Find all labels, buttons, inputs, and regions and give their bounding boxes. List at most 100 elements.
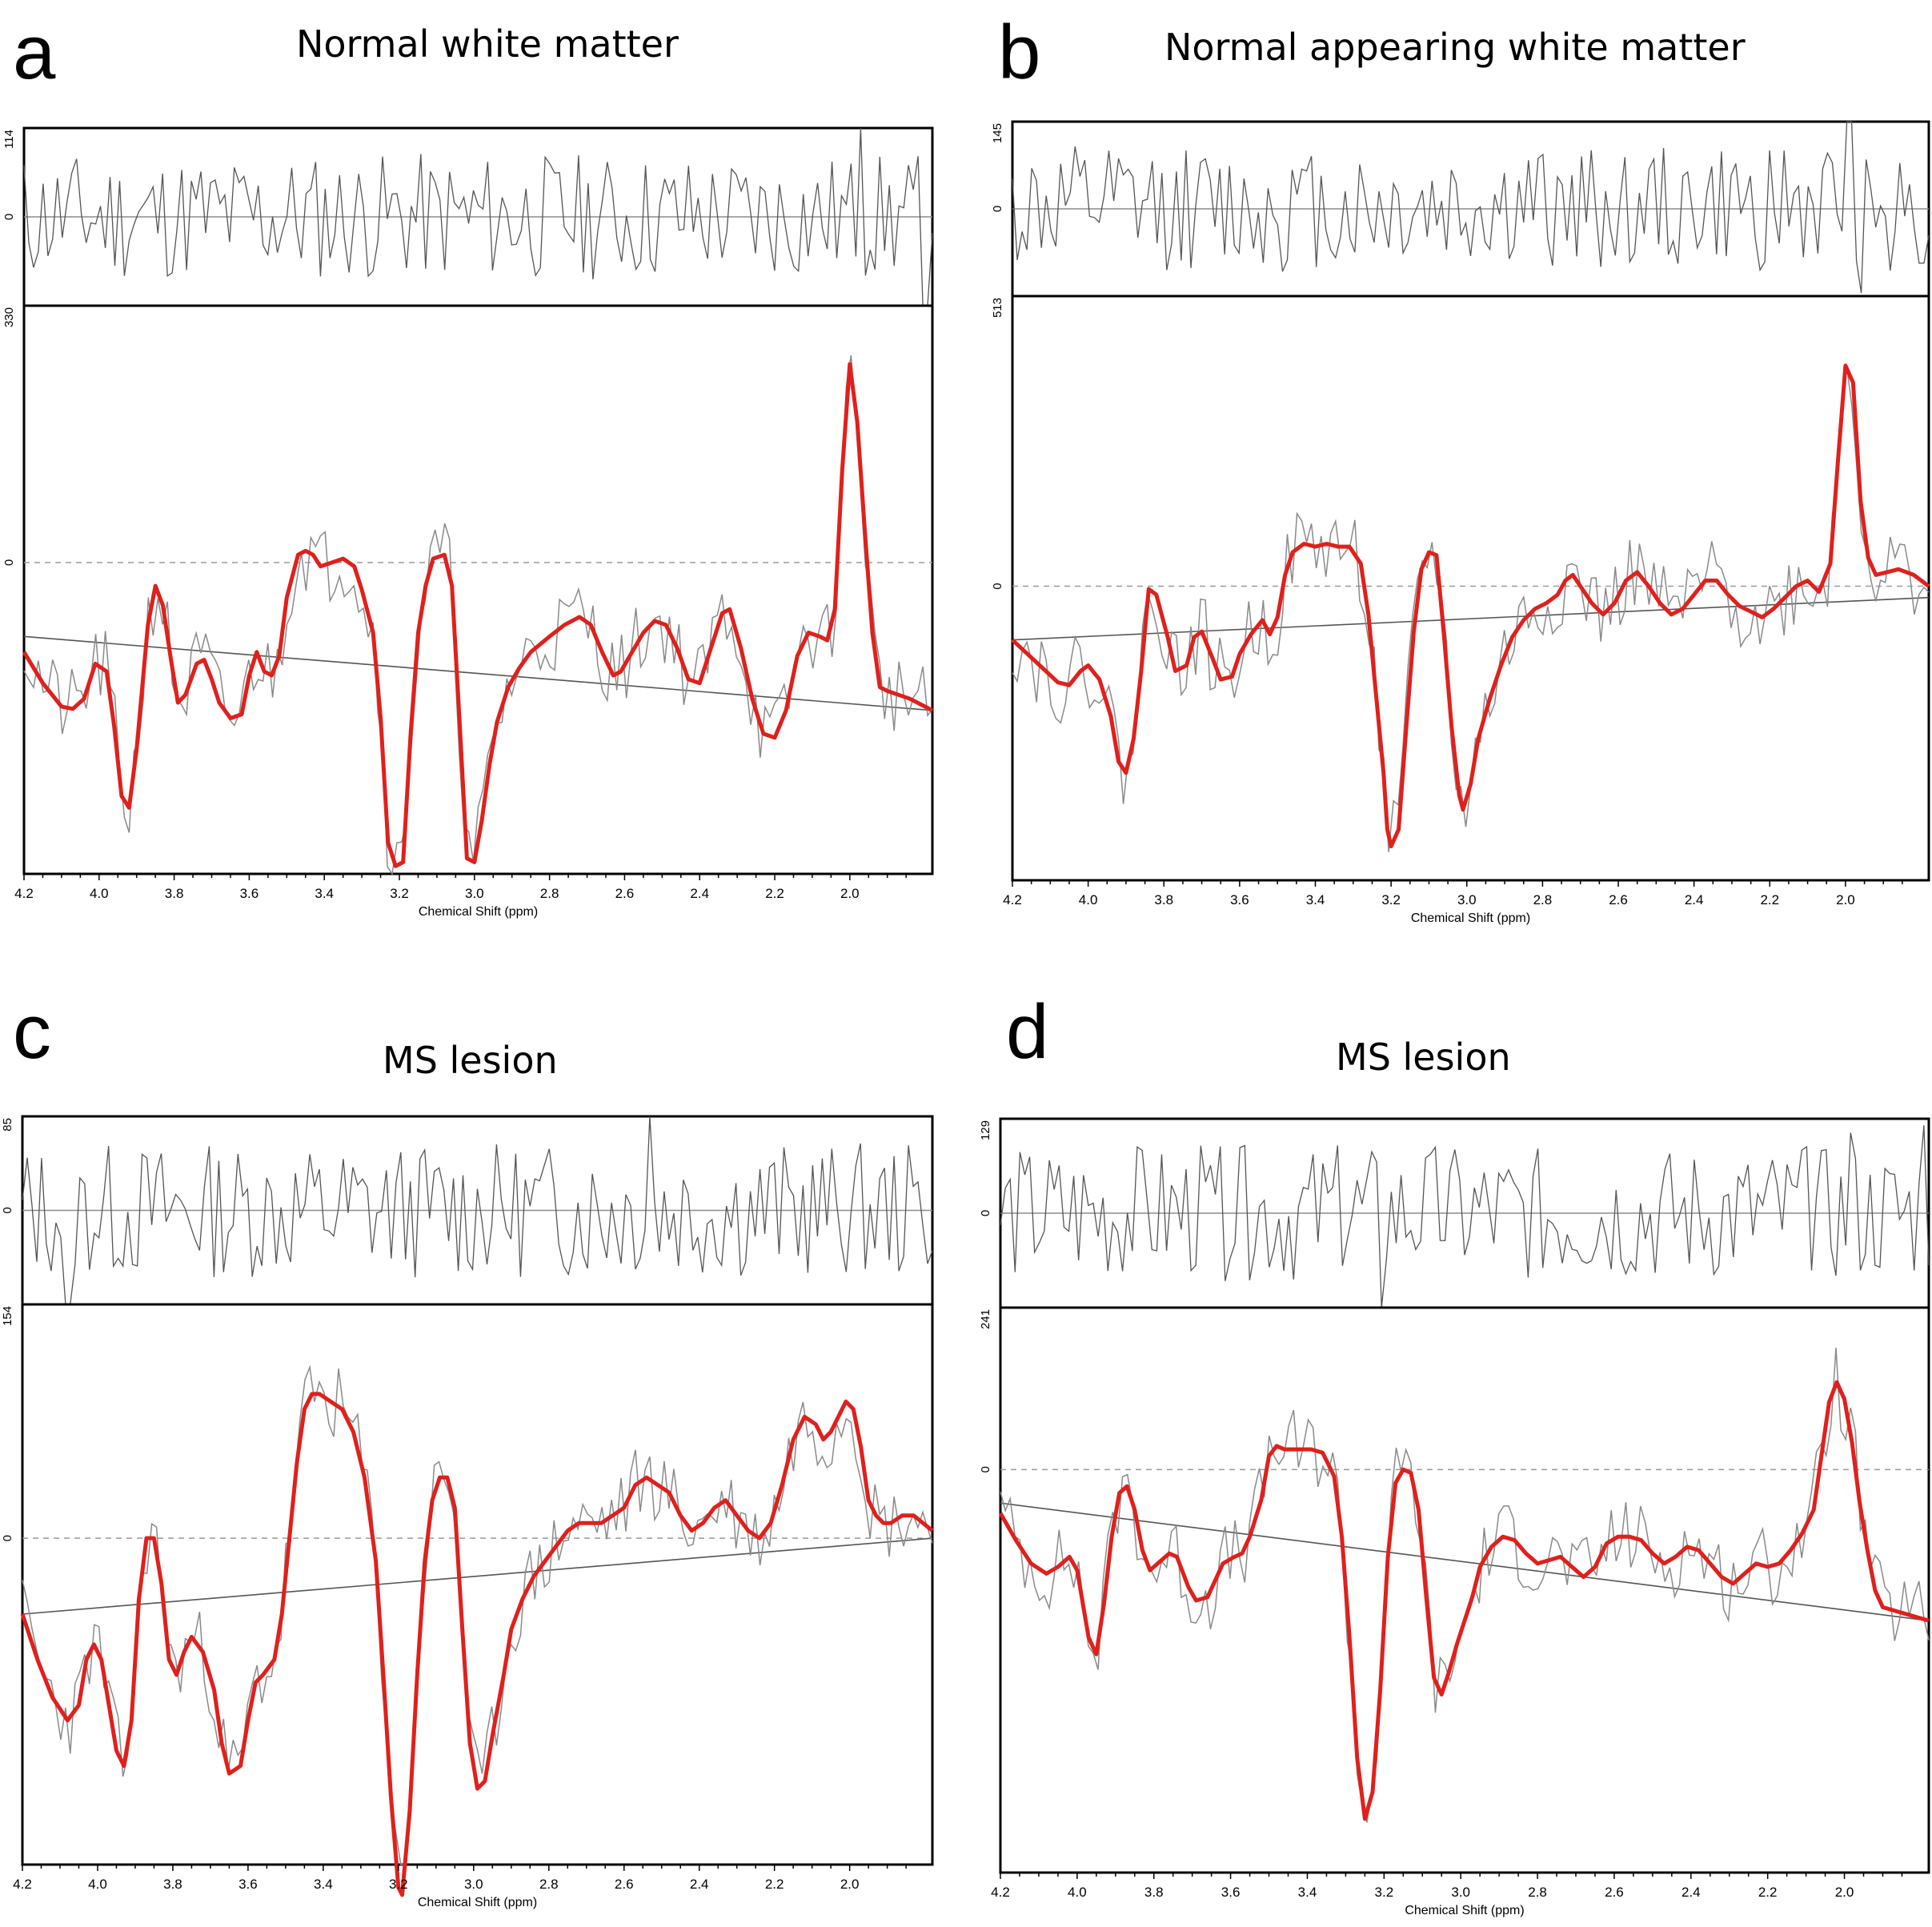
residual-zero-label: 0 xyxy=(2,214,16,220)
x-tick-label: 4.0 xyxy=(90,886,109,901)
spectrum-zero-label: 0 xyxy=(1,1535,14,1541)
fit-curve xyxy=(1011,363,1930,849)
baseline-line xyxy=(23,635,933,711)
baseline-line xyxy=(1000,1502,1930,1621)
fit-curve xyxy=(22,362,934,868)
spectrum-zero-label: 0 xyxy=(991,583,1004,589)
x-tick-label: 4.0 xyxy=(1079,892,1098,907)
x-tick-label: 2.6 xyxy=(1609,892,1628,907)
x-tick-label: 3.8 xyxy=(163,1877,182,1892)
x-tick-label: 3.8 xyxy=(1144,1885,1164,1900)
fit-curve xyxy=(998,1380,1930,1821)
residual-trace xyxy=(1012,121,1930,294)
panel-a: a Normal white matter xyxy=(0,0,966,964)
spectrum-zero-label: 0 xyxy=(979,1466,992,1472)
x-tick-label: 3.0 xyxy=(1451,1885,1470,1900)
panel-title: Normal white matter xyxy=(296,22,679,66)
x-tick-label: 2.2 xyxy=(1758,1885,1778,1900)
x-tick-label: 2.8 xyxy=(539,1877,559,1892)
x-tick-label: 3.6 xyxy=(238,1877,258,1892)
x-tick-label: 4.0 xyxy=(88,1877,107,1892)
panel-letter: c xyxy=(13,989,51,1075)
residual-ymax-label: 129 xyxy=(979,1120,992,1140)
spectrum-ymax-label: 330 xyxy=(2,307,16,327)
x-axis-label: Chemical Shift (ppm) xyxy=(1405,1904,1524,1917)
residual-trace xyxy=(22,1116,933,1305)
spectrum-frame xyxy=(21,1303,934,1866)
x-tick-label: 2.4 xyxy=(690,886,709,901)
x-tick-label: 4.2 xyxy=(14,886,34,901)
panel-b: b Normal appearing white matter xyxy=(966,0,1932,964)
panel-d: d MS lesion xyxy=(966,964,1932,1927)
panel-title: MS lesion xyxy=(1336,1036,1511,1079)
residual-zero-label: 0 xyxy=(1,1207,14,1213)
x-tick-label: 2.0 xyxy=(1835,1885,1854,1900)
x-tick-label: 3.6 xyxy=(1230,892,1249,907)
x-axis-label: Chemical Shift (ppm) xyxy=(1411,911,1530,925)
panel-letter: b xyxy=(998,10,1041,95)
spectrum-frame xyxy=(22,304,934,875)
residual-ymax-label: 145 xyxy=(991,123,1004,143)
x-axis-label: Chemical Shift (ppm) xyxy=(418,1896,537,1909)
x-tick-label: 2.2 xyxy=(1760,892,1779,907)
x-tick-label: 2.4 xyxy=(690,1877,709,1892)
panel-c: c MS lesion xyxy=(0,964,966,1927)
residual-zero-label: 0 xyxy=(979,1210,992,1216)
chart-panel-b: 145 0 513 0 4.2 4.0 3.8 3.6 3.4 3.2 3.0 2.8 2.6 2.4 2.… xyxy=(991,120,1930,925)
x-tick-label: 4.0 xyxy=(1068,1885,1087,1900)
raw-spectrum xyxy=(22,1364,933,1865)
x-tick-label: 4.2 xyxy=(991,1885,1010,1900)
x-tick-label: 4.2 xyxy=(13,1877,32,1892)
spectrum-zero-label: 0 xyxy=(2,559,16,566)
x-tick-label: 2.0 xyxy=(840,1877,860,1892)
panel-title: Normal appearing white matter xyxy=(1164,26,1746,69)
residual-trace xyxy=(1000,1125,1930,1308)
x-tick-label: 2.4 xyxy=(1681,1885,1701,1900)
x-tick-label: 2.2 xyxy=(765,1877,784,1892)
residual-zero-label: 0 xyxy=(991,206,1004,212)
x-tick-label: 2.4 xyxy=(1685,892,1704,907)
x-tick-label: 3.8 xyxy=(165,886,184,901)
panel-letter: d xyxy=(1006,989,1049,1075)
x-tick-label: 3.2 xyxy=(390,886,409,901)
x-tick-label: 3.0 xyxy=(1457,892,1477,907)
x-tick-label: 2.0 xyxy=(840,886,860,901)
spectrum-ymax-label: 513 xyxy=(991,298,1004,318)
spectrum-ymax-label: 241 xyxy=(979,1309,992,1329)
x-tick-label: 3.6 xyxy=(1221,1885,1241,1900)
x-tick-label: 3.4 xyxy=(314,1877,333,1892)
fit-curve xyxy=(20,1392,934,1897)
spectrum-ymax-label: 154 xyxy=(1,1306,14,1326)
x-tick-label: 3.2 xyxy=(1375,1885,1394,1900)
x-tick-label: 3.2 xyxy=(389,1877,408,1892)
spectrum-frame xyxy=(999,1306,1930,1874)
x-tick-label: 2.2 xyxy=(765,886,784,901)
x-tick-label: 2.8 xyxy=(1533,892,1553,907)
x-tick-label: 4.2 xyxy=(1003,892,1022,907)
x-tick-label: 3.4 xyxy=(315,886,334,901)
chart-panel-c: 85 0 154 0 4.2 4.0 3.8 3.6 3.4 3.2 3.0 2.8 2.6 2.4 2.2… xyxy=(1,1115,934,1909)
x-tick-label: 3.8 xyxy=(1154,892,1173,907)
x-tick-label: 2.8 xyxy=(540,886,559,901)
baseline-line xyxy=(22,1537,933,1615)
spectrum-frame xyxy=(1011,294,1930,882)
residual-ymax-label: 85 xyxy=(1,1118,14,1132)
raw-spectrum xyxy=(23,355,933,876)
x-tick-label: 2.6 xyxy=(615,1877,634,1892)
x-tick-label: 2.8 xyxy=(1528,1885,1547,1900)
baseline-line xyxy=(1012,596,1930,641)
x-tick-label: 3.4 xyxy=(1298,1885,1317,1900)
x-axis-label: Chemical Shift (ppm) xyxy=(419,905,538,919)
x-tick-label: 2.0 xyxy=(1836,892,1855,907)
x-tick-label: 3.6 xyxy=(240,886,259,901)
x-tick-label: 3.2 xyxy=(1381,892,1401,907)
x-tick-label: 3.0 xyxy=(465,886,484,901)
chart-panel-a: 114 0 330 0 4.2 4.0 3.8 3.6 3.4 3.2 3.0 2.8 2.6 2.4 2.… xyxy=(2,126,934,919)
x-tick-label: 2.6 xyxy=(615,886,635,901)
residual-ymax-label: 114 xyxy=(2,130,16,149)
chart-panel-d: 129 0 241 0 4.2 4.0 3.8 3.6 3.4 3.2 3.0 2.8 2.6 2.4 2.… xyxy=(979,1117,1930,1917)
residual-trace xyxy=(23,127,933,306)
x-tick-label: 3.0 xyxy=(464,1877,483,1892)
panel-title: MS lesion xyxy=(383,1039,558,1082)
panel-letter: a xyxy=(13,10,56,95)
